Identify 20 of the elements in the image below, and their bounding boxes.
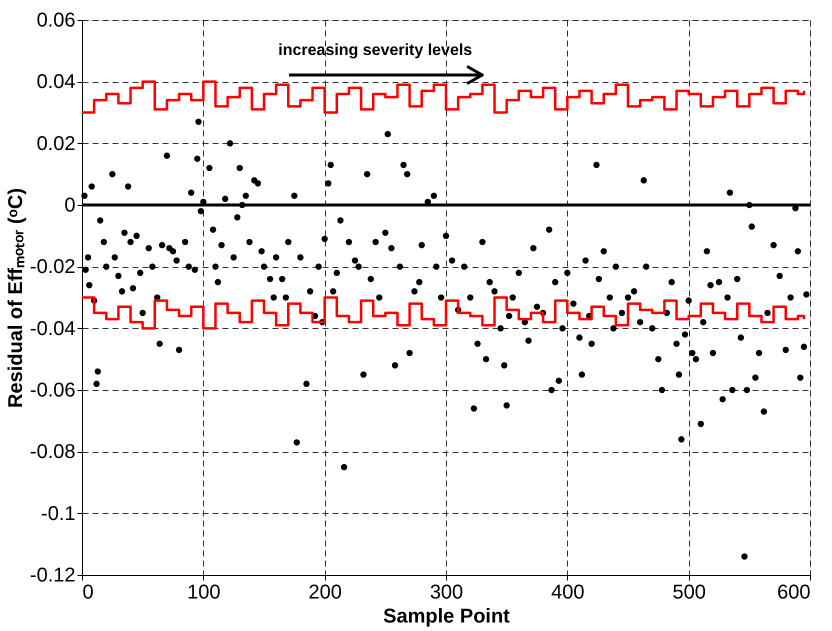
y-tick-label: -0.1 (41, 502, 76, 525)
y-tick-label: -0.12 (30, 564, 76, 586)
y-tick-label: 0.04 (36, 71, 76, 94)
y-tick-label: -0.08 (30, 441, 76, 464)
x-tick-label: 400 (551, 582, 585, 604)
y-tick-label: -0.06 (30, 380, 76, 402)
y-axis-title: Residual of Effₘₒₜₒᵣ (ᵒC) (4, 188, 27, 408)
annotation: increasing severity levels (278, 42, 472, 59)
x-tick-label: 100 (187, 582, 221, 604)
x-tick-label: 500 (672, 582, 706, 604)
x-tick-label: 600 (777, 582, 810, 604)
y-tick-label: -0.02 (30, 256, 76, 278)
y-tick-label: 0 (64, 194, 76, 216)
y-tick-label: 0.06 (36, 10, 76, 32)
x-tick-label: 0 (82, 582, 94, 604)
y-tick-label: -0.04 (30, 318, 76, 340)
y-tick-label: 0.02 (36, 132, 76, 155)
x-tick-label: 200 (308, 582, 342, 604)
x-axis-title: Sample Point (383, 606, 510, 628)
x-tick-label: 300 (430, 582, 464, 604)
